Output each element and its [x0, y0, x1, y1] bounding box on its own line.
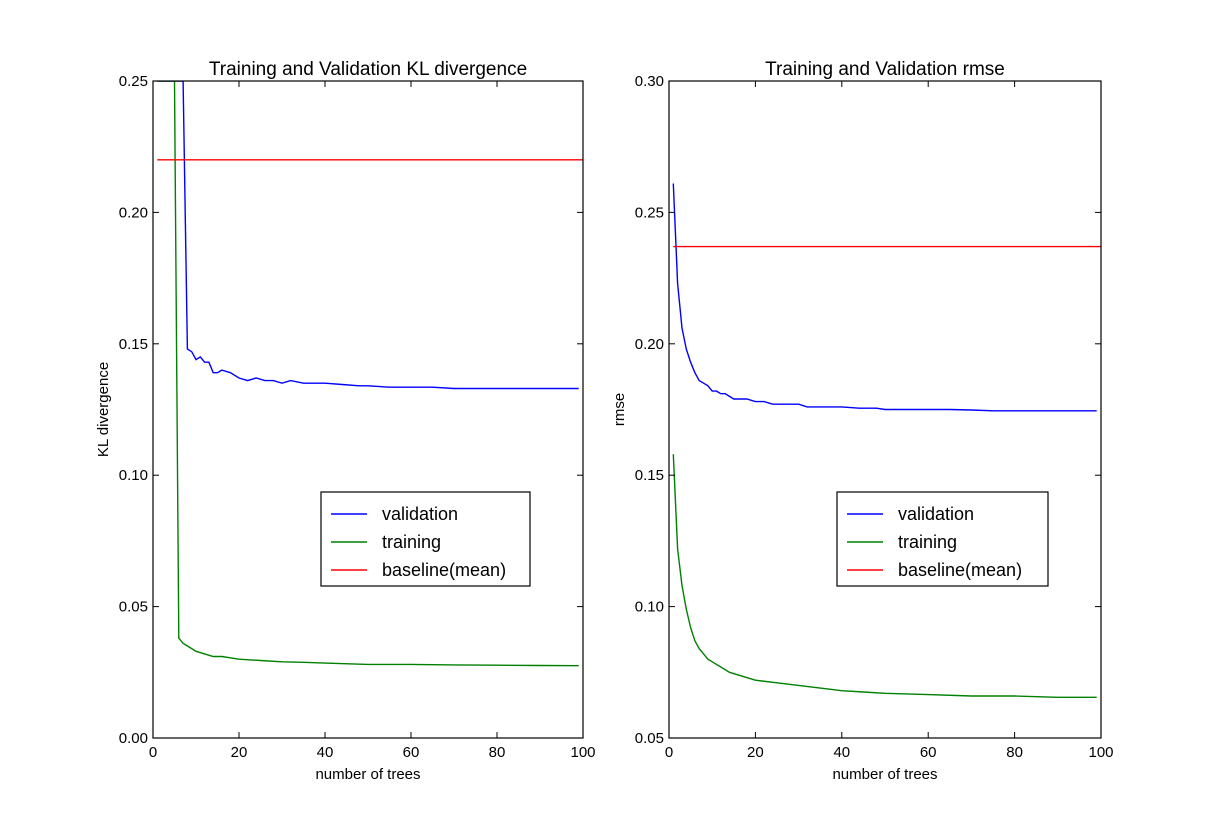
x-tick-label: 0 [149, 744, 157, 761]
y-tick-label: 0.15 [635, 467, 664, 484]
chart-kl-divergence: 0 20 40 60 80 100 0.00 0.05 0.10 0.15 0.20 0.25 Trai… [95, 59, 596, 783]
y-axis-label: KL divergence [95, 362, 112, 457]
x-tick-label: 40 [833, 744, 850, 761]
y-tick-label: 0.25 [635, 204, 664, 221]
y-tick-label: 0.15 [119, 336, 148, 353]
x-tick-label: 80 [1006, 744, 1023, 761]
y-tick-label: 0.25 [119, 73, 148, 90]
y-tick-label: 0.30 [635, 73, 664, 90]
legend-label: training [898, 532, 957, 552]
chart-title: Training and Validation KL divergence [209, 59, 527, 80]
plot-frame [668, 80, 1102, 739]
legend-label: validation [898, 504, 974, 524]
y-axis-label: rmse [611, 393, 628, 426]
x-tick-label: 40 [317, 744, 334, 761]
legend-label: validation [382, 504, 458, 524]
legend-label: baseline(mean) [382, 560, 506, 580]
legend-label: training [382, 532, 441, 552]
y-tick-label: 0.10 [119, 467, 148, 484]
x-tick-label: 60 [920, 744, 937, 761]
y-tick-label: 0.00 [119, 730, 148, 747]
plot-frame [152, 80, 584, 739]
legend: validation training baseline(mean) [836, 491, 1049, 587]
x-tick-label: 60 [403, 744, 420, 761]
y-tick-label: 0.05 [119, 599, 148, 616]
series-line-training [672, 454, 1097, 698]
x-axis-label: number of trees [315, 766, 420, 783]
y-tick-label: 0.20 [119, 204, 148, 221]
legend: validation training baseline(mean) [320, 491, 531, 587]
x-axis-label: number of trees [832, 766, 937, 783]
x-tick-label: 0 [665, 744, 673, 761]
chart-title: Training and Validation rmse [765, 59, 1005, 80]
chart-rmse: 0 20 40 60 80 100 0.05 0.10 0.15 0.20 0.25 0.30 Trai… [611, 59, 1114, 783]
legend-label: baseline(mean) [898, 560, 1022, 580]
x-tick-label: 20 [231, 744, 248, 761]
x-tick-label: 100 [1088, 744, 1113, 761]
y-tick-label: 0.20 [635, 336, 664, 353]
y-tick-label: 0.10 [635, 599, 664, 616]
x-tick-label: 20 [747, 744, 764, 761]
series-line-validation [672, 183, 1097, 412]
series-line-validation [157, 81, 579, 390]
series-line-training [157, 81, 579, 667]
y-tick-label: 0.05 [635, 730, 664, 747]
x-tick-label: 100 [570, 744, 595, 761]
x-tick-label: 80 [489, 744, 506, 761]
